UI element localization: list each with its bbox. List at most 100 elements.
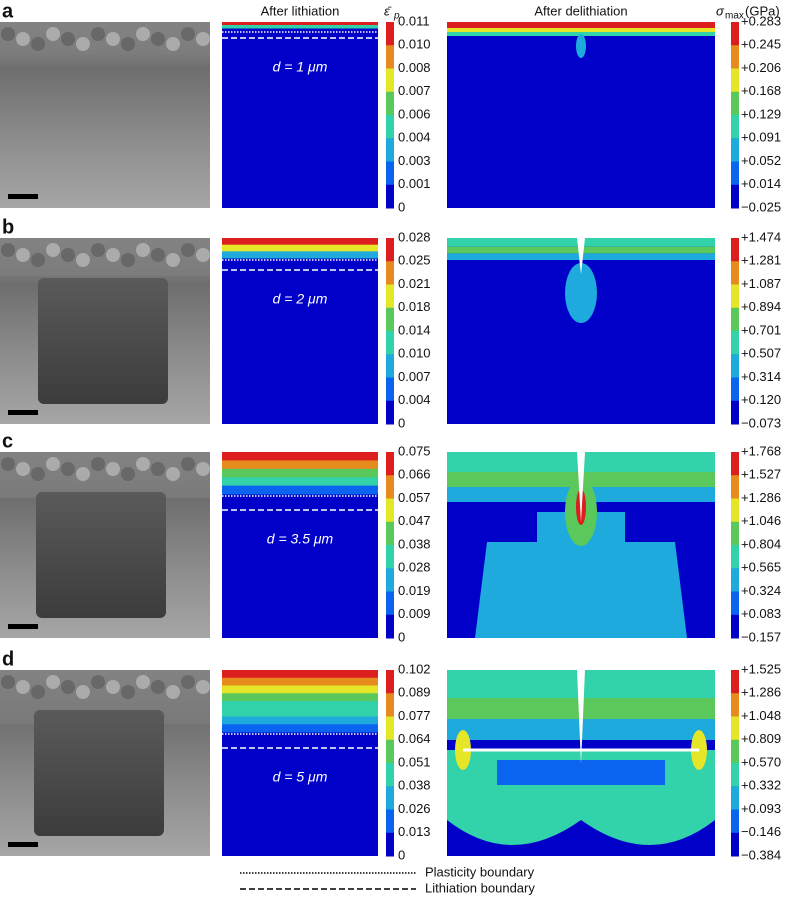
colorbar-segment (731, 45, 739, 69)
sem-grain (1, 457, 15, 471)
sem-grain (61, 32, 75, 46)
colorbar-label: 0.025 (398, 253, 431, 268)
colorbar-segment (386, 568, 394, 592)
sem-grain (106, 248, 120, 262)
depth-label: d = 1 μm (273, 59, 328, 75)
strain-band (222, 244, 378, 252)
colorbar-label: +0.314 (741, 369, 781, 384)
crack (577, 452, 585, 522)
colorbar-label: +0.324 (741, 583, 781, 598)
colorbar-label: +0.093 (741, 801, 781, 816)
sem-grain (181, 243, 195, 257)
colorbar-segment (386, 521, 394, 546)
colorbar-segment (386, 614, 394, 639)
sem-grain (46, 243, 60, 257)
crack (577, 670, 585, 764)
colorbar-segment (386, 763, 394, 787)
colorbar-segment (731, 716, 739, 741)
sem-grain (166, 685, 180, 699)
panel-label: b (2, 216, 14, 238)
colorbar-label: −0.146 (741, 824, 781, 839)
colorbar-label: 0.028 (398, 229, 431, 244)
sem-grain (46, 457, 60, 471)
colorbar-label: +1.527 (741, 467, 781, 482)
colorbar-label: 0.006 (398, 106, 431, 121)
colorbar-label: 0.004 (398, 392, 431, 407)
sem-grain (196, 680, 210, 694)
colorbar-segment (731, 832, 739, 857)
colorbar-label: 0.007 (398, 369, 431, 384)
sem-grain (16, 680, 30, 694)
colorbar-label: 0.013 (398, 824, 431, 839)
strain-subscript: p (393, 11, 400, 22)
strain-band (222, 677, 378, 686)
sem-grain (16, 462, 30, 476)
colorbar-segment (731, 763, 739, 787)
plot-body (222, 22, 378, 208)
sem-grain (31, 685, 45, 699)
sem-grain (121, 467, 135, 481)
colorbar-label: +1.046 (741, 513, 781, 528)
colorbar-label: +0.332 (741, 778, 781, 793)
sem-grain (91, 243, 105, 257)
colorbar-segment (731, 786, 739, 810)
colorbar-segment (386, 354, 394, 378)
colorbar-label: 0.038 (398, 778, 431, 793)
sem-grain (136, 243, 150, 257)
colorbar-label: +1.474 (741, 229, 781, 244)
sem-grain (121, 37, 135, 51)
sem-grain (166, 467, 180, 481)
sem-grain (31, 253, 45, 267)
colorbar-segment (731, 284, 739, 309)
colorbar-label: +0.206 (741, 60, 781, 75)
colorbar-segment (386, 377, 394, 402)
strain-band (222, 25, 378, 29)
stress-region (565, 263, 597, 323)
sem-grain (181, 457, 195, 471)
colorbar-label: +0.809 (741, 731, 781, 746)
colorbar-segment (386, 498, 394, 523)
colorbar-segment (386, 832, 394, 857)
colorbar-segment (731, 184, 739, 209)
colorbar-label: 0 (398, 415, 405, 430)
colorbar-segment (386, 68, 394, 93)
crack (577, 238, 585, 275)
colorbar-label: +0.701 (741, 322, 781, 337)
colorbar-segment (386, 400, 394, 425)
colorbar-segment (731, 498, 739, 523)
colorbar-label: 0.019 (398, 583, 431, 598)
colorbar-label: +0.052 (741, 153, 781, 168)
colorbar-segment (731, 568, 739, 592)
colorbar-label: +0.570 (741, 754, 781, 769)
panel-label: c (2, 430, 13, 452)
colorbar-segment (386, 184, 394, 209)
colorbar-label: 0.014 (398, 322, 431, 337)
sem-grain (151, 462, 165, 476)
sem-grain (91, 27, 105, 41)
colorbar-segment (731, 377, 739, 402)
sem-grain (121, 685, 135, 699)
colorbar-segment (386, 693, 394, 717)
sem-grain (196, 32, 210, 46)
colorbar-label: 0 (398, 199, 405, 214)
sem-grain (181, 27, 195, 41)
panel-label: d (2, 648, 14, 670)
sem-grain (91, 457, 105, 471)
colorbar-label: +0.120 (741, 392, 781, 407)
sem-grain (151, 680, 165, 694)
colorbar-segment (731, 161, 739, 186)
colorbar-segment (386, 809, 394, 834)
colorbar-label: 0.064 (398, 731, 431, 746)
colorbar-segment (731, 545, 739, 569)
colorbar-label: 0.026 (398, 801, 431, 816)
colorbar-label: +1.525 (741, 661, 781, 676)
colorbar-label: 0 (398, 847, 405, 862)
sem-grain (1, 243, 15, 257)
strain-band (222, 724, 378, 733)
strain-band (222, 468, 378, 478)
colorbar-segment (386, 161, 394, 186)
header: After delithiation (534, 3, 627, 18)
colorbar-segment (386, 22, 394, 46)
strain-band (222, 701, 378, 710)
